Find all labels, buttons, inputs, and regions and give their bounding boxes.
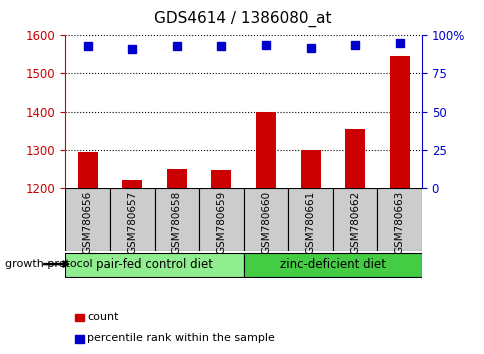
FancyBboxPatch shape	[110, 188, 154, 251]
Bar	[166, 169, 186, 188]
Text: zinc-deficient diet: zinc-deficient diet	[279, 258, 385, 270]
Text: GSM780662: GSM780662	[349, 191, 359, 254]
FancyBboxPatch shape	[243, 253, 421, 276]
Text: percentile rank within the sample: percentile rank within the sample	[87, 333, 274, 343]
Text: growth protocol: growth protocol	[5, 259, 99, 269]
Bar	[77, 152, 98, 188]
Bar	[345, 129, 364, 188]
Bar	[122, 180, 142, 188]
Bar	[389, 56, 409, 188]
FancyBboxPatch shape	[154, 188, 199, 251]
Text: GSM780663: GSM780663	[394, 191, 404, 254]
FancyBboxPatch shape	[65, 188, 110, 251]
Text: GSM780658: GSM780658	[171, 191, 182, 254]
Text: GSM780660: GSM780660	[260, 191, 271, 254]
FancyBboxPatch shape	[199, 188, 243, 251]
Text: GSM780661: GSM780661	[305, 191, 315, 254]
FancyBboxPatch shape	[65, 253, 243, 276]
Bar	[211, 171, 231, 188]
Text: pair-fed control diet: pair-fed control diet	[96, 258, 212, 270]
Text: GSM780659: GSM780659	[216, 191, 226, 254]
Text: GSM780656: GSM780656	[83, 191, 92, 254]
FancyBboxPatch shape	[287, 188, 332, 251]
FancyBboxPatch shape	[332, 188, 377, 251]
Bar	[256, 112, 275, 188]
Text: GDS4614 / 1386080_at: GDS4614 / 1386080_at	[153, 11, 331, 27]
Text: count: count	[87, 312, 119, 322]
FancyBboxPatch shape	[243, 188, 287, 251]
FancyBboxPatch shape	[377, 188, 421, 251]
Bar	[300, 149, 320, 188]
Text: GSM780657: GSM780657	[127, 191, 137, 254]
